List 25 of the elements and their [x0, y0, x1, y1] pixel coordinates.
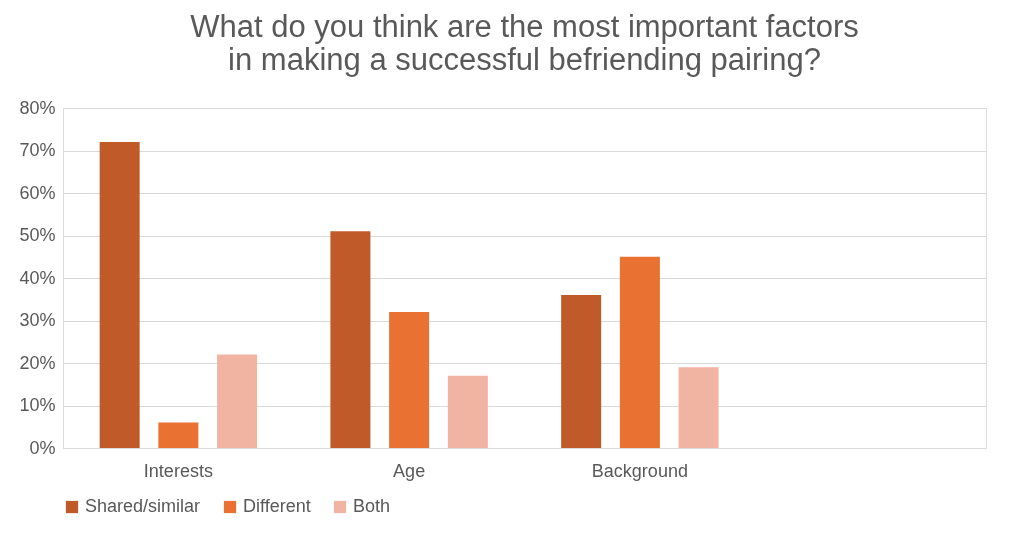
y-tick-label: 80%: [19, 97, 56, 118]
y-tick-label: 60%: [19, 182, 56, 203]
bar: [447, 375, 488, 448]
legend-label: Different: [243, 496, 311, 516]
y-tick-label: 10%: [19, 395, 56, 415]
bar: [619, 256, 660, 448]
chart-title: What do you think are the most important factors in making a successful befriending pairing?: [190, 9, 859, 77]
bar: [678, 367, 719, 448]
x-tick-label: Interests: [143, 460, 213, 481]
bar: [561, 295, 602, 448]
legend-label: Both: [353, 496, 391, 516]
y-tick-label: 70%: [19, 140, 56, 160]
y-tick-label: 30%: [19, 310, 56, 330]
y-tick-label: 20%: [19, 352, 56, 373]
y-tick-label: 0%: [29, 437, 56, 458]
bar: [217, 354, 258, 448]
x-tick-label: Age: [393, 460, 426, 481]
y-tick-label: 50%: [19, 225, 56, 245]
legend-label: Shared/similar: [85, 496, 201, 516]
bar: [99, 142, 140, 448]
y-tick-label: 40%: [19, 267, 56, 288]
bar: [158, 422, 199, 448]
bar: [389, 312, 430, 448]
x-tick-label: Background: [591, 460, 688, 481]
bar: [330, 231, 371, 448]
